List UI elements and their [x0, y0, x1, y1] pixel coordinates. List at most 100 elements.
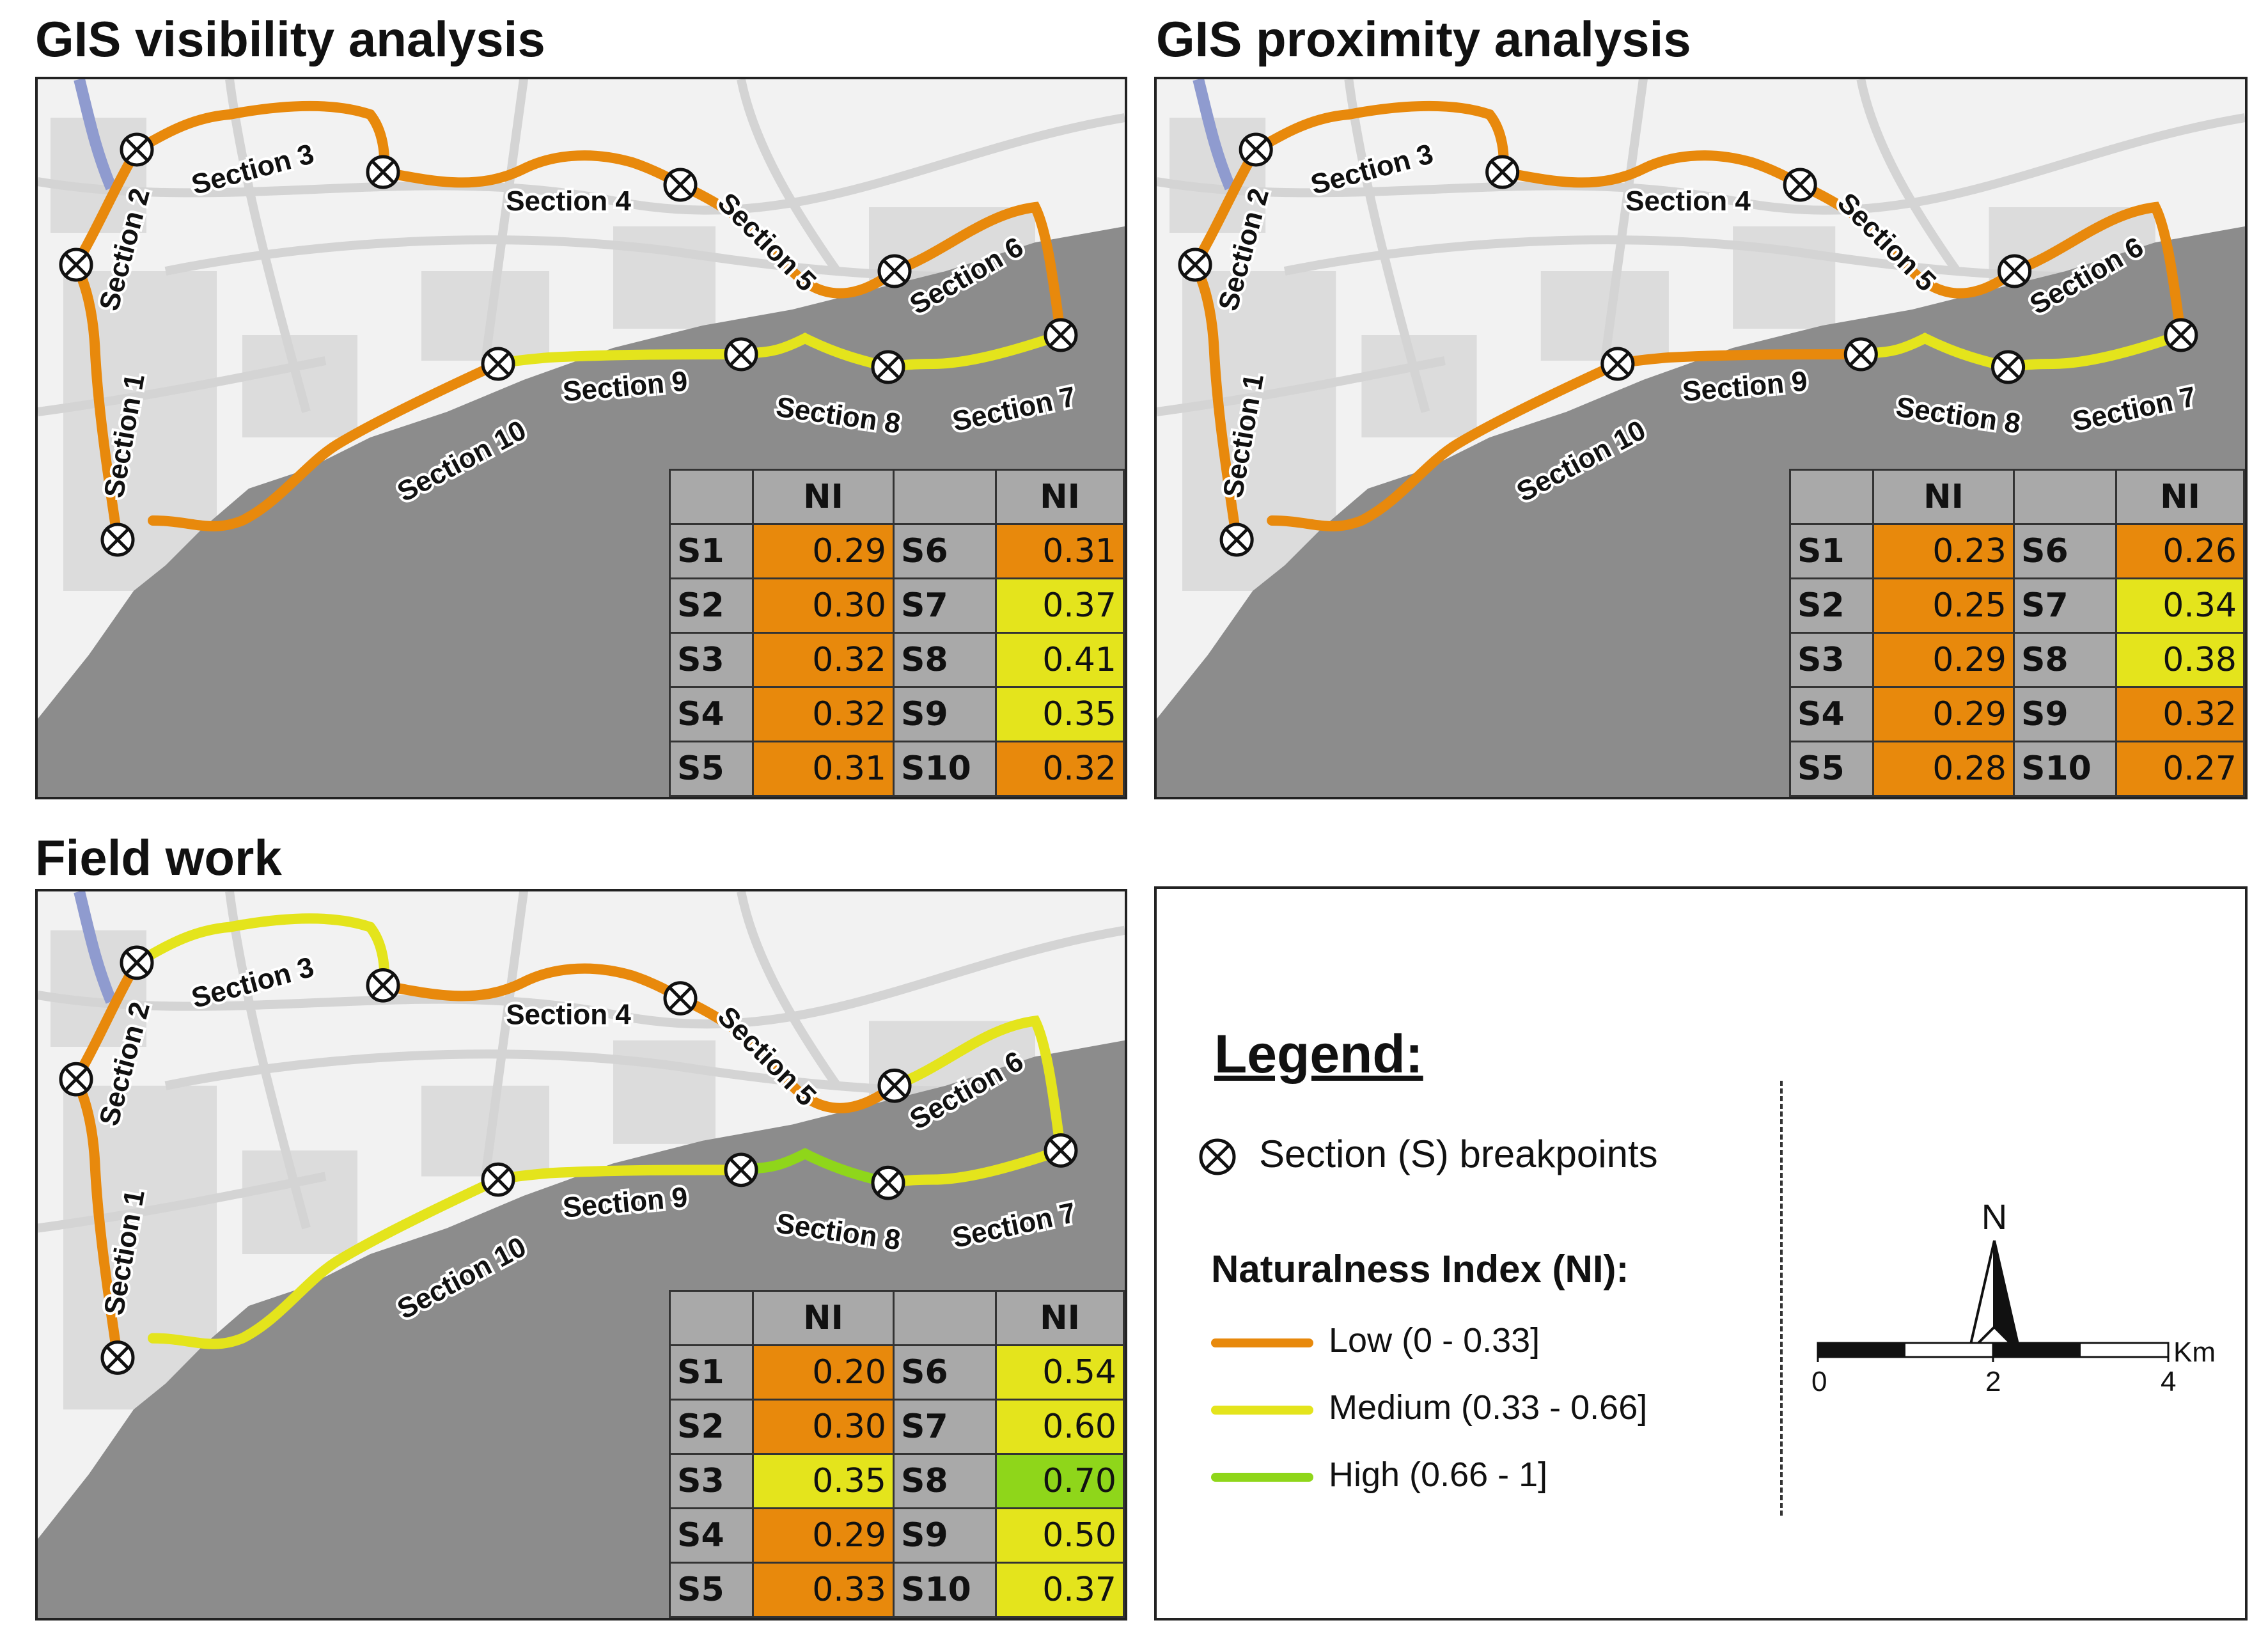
ni-value-cell: 0.30: [752, 577, 895, 634]
legend-high-label: High (0.66 - 1]: [1329, 1456, 1548, 1494]
scale-tick-4: 4: [2161, 1366, 2177, 1397]
section-label-9: Section 9: [1681, 366, 1808, 408]
section-line-3: [132, 913, 389, 991]
legend-breakpoints-label: Section (S) breakpoints: [1259, 1133, 1658, 1175]
breakpoint-icon: [59, 247, 93, 282]
panel-title-proximity: GIS proximity analysis: [1156, 11, 1691, 67]
section-id-cell: S6: [893, 1344, 997, 1401]
breakpoint-icon: [2164, 318, 2198, 352]
breakpoint-icon: [724, 337, 758, 372]
ni-table-header: NI NI: [1789, 469, 2245, 525]
section-id-cell: S3: [669, 632, 754, 688]
ni-table-header: NI NI: [669, 469, 1125, 525]
breakpoint-icon: [1044, 1133, 1078, 1168]
ni-header-cell: NI: [995, 1290, 1125, 1346]
legend-breakpoints: Section (S) breakpoints: [1195, 1132, 1658, 1179]
road: [737, 79, 841, 274]
section-id-cell: S8: [893, 632, 997, 688]
road: [225, 79, 311, 413]
section-id-cell: S10: [2013, 741, 2117, 797]
section-id-cell: S7: [893, 1399, 997, 1455]
breakpoint-icon: [1178, 247, 1212, 282]
legend-box: Legend: Section (S) breakpoints Naturaln…: [1154, 886, 2248, 1621]
ni-value-cell: 0.35: [752, 1453, 895, 1509]
breakpoint-icon: [120, 945, 154, 980]
legend-ni-title: Naturalness Index (NI):: [1211, 1248, 1629, 1291]
ni-value-cell: 0.60: [995, 1399, 1125, 1455]
ni-value-cell: 0.29: [1872, 632, 2015, 688]
road: [737, 891, 841, 1088]
ni-value-cell: 0.54: [995, 1344, 1125, 1401]
legend-low-swatch: [1211, 1338, 1313, 1347]
north-label: N: [1981, 1197, 2008, 1237]
section-id-cell: S3: [1789, 632, 1874, 688]
section-line-4: [378, 150, 685, 190]
ni-header-cell: NI: [752, 1290, 895, 1346]
road: [38, 356, 327, 416]
ni-value-cell: 0.25: [1872, 577, 2015, 634]
map-panel-proximity: Section 1 Section 2 Section 3 Section 4 Sect…: [1154, 77, 2248, 799]
section-id-cell: S4: [669, 686, 754, 742]
ni-table-row: S4 0.29 S9 0.50: [669, 1507, 1125, 1564]
section-line-1: [71, 260, 123, 545]
section-label-4: Section 4: [506, 185, 631, 217]
road: [1157, 356, 1446, 416]
north-arrow-icon: [1966, 1240, 2022, 1357]
ni-table: NI NI S1 0.23 S6 0.26 S2 0.25 S7 0.34 S3 0.29 S8 0.38…: [1789, 469, 2245, 797]
ni-table-row: S2 0.30 S7 0.60: [669, 1399, 1125, 1455]
section-line-10: [1267, 359, 1623, 531]
section-id-cell: S5: [1789, 741, 1874, 797]
ni-table-row: S1 0.29 S6 0.31: [669, 523, 1125, 579]
road: [225, 891, 311, 1230]
breakpoint-icon: [724, 1152, 758, 1188]
ni-table-row: S5 0.28 S10 0.27: [1789, 741, 2245, 797]
river: [74, 891, 117, 1004]
breakpoint-icon: [1199, 1138, 1236, 1175]
section-id-cell: S9: [893, 686, 997, 742]
ni-value-cell: 0.31: [995, 523, 1125, 579]
section-id-cell: S1: [669, 523, 754, 579]
legend-low-label: Low (0 - 0.33]: [1329, 1321, 1540, 1360]
ni-table-row: S3 0.29 S8 0.38: [1789, 632, 2245, 688]
section-line-8: [1856, 333, 2014, 372]
ni-value-cell: 0.31: [752, 741, 895, 797]
section-id-cell: S9: [893, 1507, 997, 1564]
legend-low: Low (0 - 0.33]: [1211, 1321, 1540, 1365]
breakpoint-icon: [120, 132, 154, 167]
section-id-cell: S9: [2013, 686, 2117, 742]
ni-table-row: S2 0.30 S7 0.37: [669, 577, 1125, 634]
ni-value-cell: 0.35: [995, 686, 1125, 742]
breakpoint-icon: [1991, 350, 2026, 384]
map-panel-fieldwork: Section 1 Section 2 Section 3 Section 4 Sect…: [35, 889, 1127, 1621]
ni-value-cell: 0.32: [995, 741, 1125, 797]
ni-table-row: S5 0.31 S10 0.32: [669, 741, 1125, 797]
river: [1193, 79, 1236, 191]
river: [74, 79, 117, 191]
section-id-cell: S2: [1789, 577, 1874, 634]
section-id-cell: S1: [1789, 523, 1874, 579]
ni-value-cell: 0.32: [752, 686, 895, 742]
scale-unit: Km: [2173, 1337, 2216, 1368]
legend-high: High (0.66 - 1]: [1211, 1455, 1547, 1500]
ni-table-row: S4 0.32 S9 0.35: [669, 686, 1125, 742]
blank-cell: [1789, 469, 1874, 525]
ni-table-row: S3 0.32 S8 0.41: [669, 632, 1125, 688]
section-label-4: Section 4: [1625, 185, 1751, 217]
breakpoint-icon: [100, 522, 135, 557]
section-id-cell: S8: [893, 1453, 997, 1509]
ni-header-cell: NI: [1872, 469, 2015, 525]
section-id-cell: S1: [669, 1344, 754, 1401]
ni-table: NI NI S1 0.29 S6 0.31 S2 0.30 S7 0.37 S3 0.32 S8 0.41…: [669, 469, 1125, 797]
blank-cell: [893, 469, 997, 525]
road: [1856, 79, 1961, 274]
ni-value-cell: 0.28: [1872, 741, 2015, 797]
blank-cell: [669, 469, 754, 525]
ni-value-cell: 0.33: [752, 1562, 895, 1618]
ni-value-cell: 0.41: [995, 632, 1125, 688]
ni-value-cell: 0.50: [995, 1507, 1125, 1564]
ni-table-row: S1 0.20 S6 0.54: [669, 1344, 1125, 1401]
ni-header-cell: NI: [995, 469, 1125, 525]
ni-value-cell: 0.26: [2115, 523, 2245, 579]
scale-tick-0: 0: [1811, 1366, 1827, 1397]
urban-block: [613, 1040, 716, 1144]
